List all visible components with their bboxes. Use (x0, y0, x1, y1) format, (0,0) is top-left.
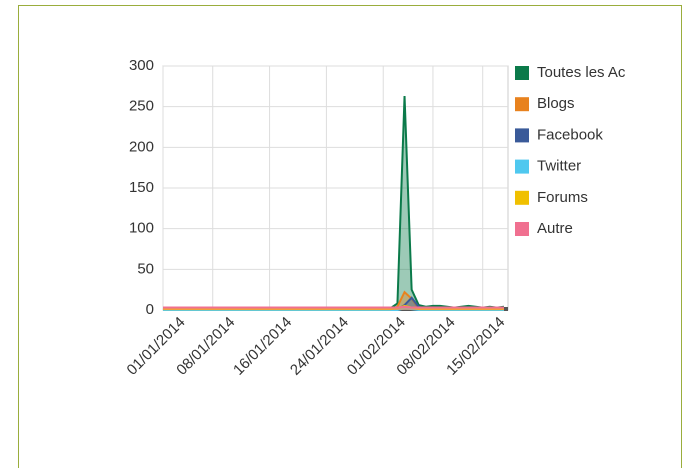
legend-label: Toutes les Ac (537, 64, 626, 81)
legend-label: Twitter (537, 158, 581, 175)
y-tick-label: 200 (129, 138, 154, 155)
x-tick-label: 24/01/2014 (287, 314, 352, 379)
legend-swatch (515, 222, 529, 236)
legend-label: Autre (537, 220, 573, 237)
legend-swatch (515, 97, 529, 112)
legend-swatch (515, 190, 529, 205)
series-line (163, 305, 504, 309)
y-tick-label: 300 (129, 57, 154, 74)
y-tick-label: 100 (129, 220, 154, 237)
y-tick-label: 0 (146, 301, 154, 318)
legend-label: Blogs (537, 95, 575, 112)
legend-label: Forums (537, 189, 588, 206)
legend-swatch (515, 66, 529, 80)
y-tick-label: 150 (129, 179, 154, 196)
y-tick-label: 50 (137, 260, 154, 277)
frame (18, 5, 682, 468)
x-tick-label: 16/01/2014 (230, 314, 295, 379)
series-line (163, 304, 504, 311)
legend-label: Facebook (537, 126, 603, 143)
legend-swatch (515, 128, 529, 143)
legend-swatch (515, 159, 529, 174)
y-tick-label: 250 (129, 98, 154, 115)
